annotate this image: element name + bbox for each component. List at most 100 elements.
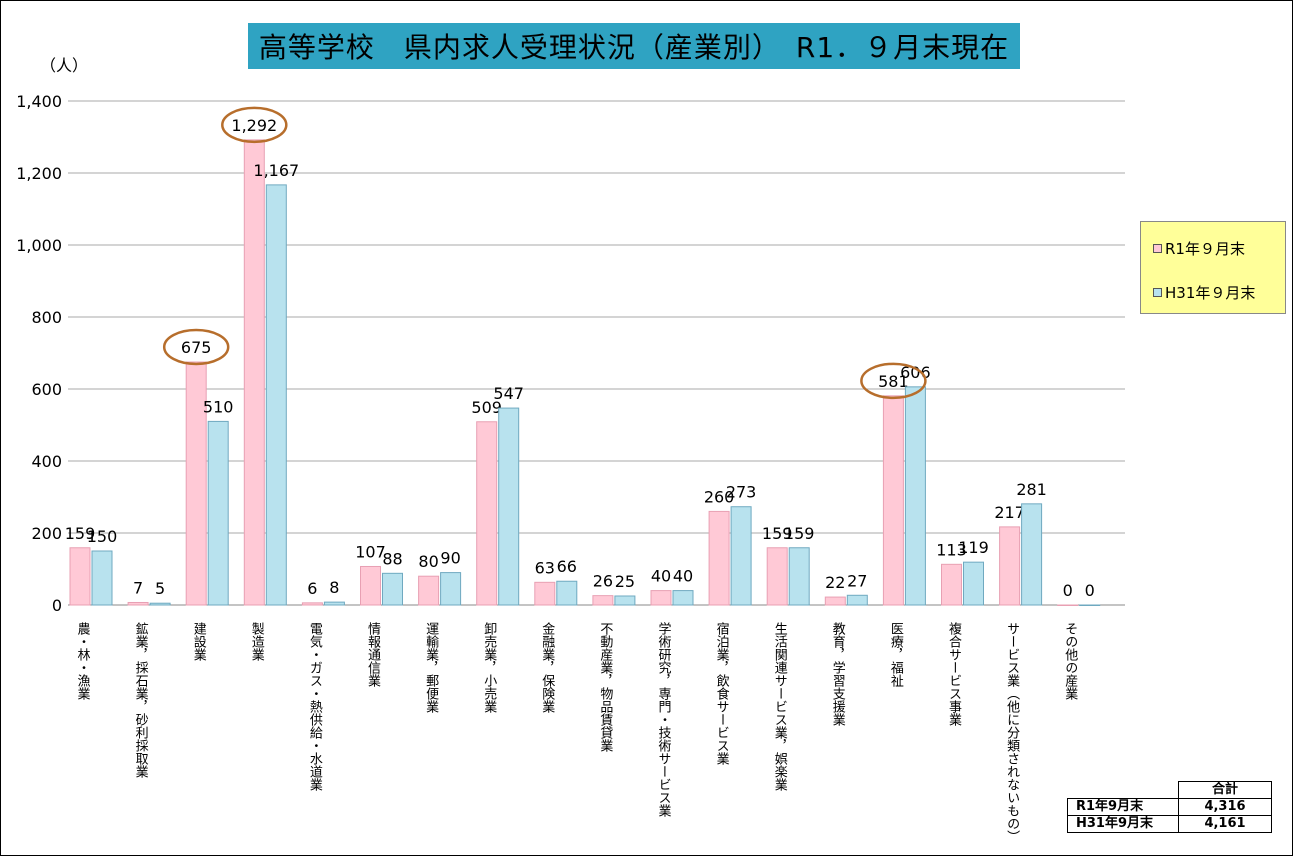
- y-tick-label: 1,200: [16, 164, 62, 183]
- legend: R1年９月末 H31年９月末: [1140, 221, 1286, 314]
- data-label-r1: 581: [878, 372, 909, 391]
- data-label-r1: 63: [535, 558, 555, 577]
- legend-item-h31: H31年９月末: [1153, 282, 1255, 303]
- category-label: 農・林・漁業: [75, 622, 91, 700]
- bar-r1: [360, 565, 381, 606]
- data-label-r1: 159: [65, 524, 96, 543]
- bar-h31: [91, 550, 113, 606]
- y-tick-label: 1,000: [16, 236, 62, 255]
- bar-r1: [69, 547, 91, 606]
- bar-h31: [207, 420, 229, 606]
- bar-r1: [127, 601, 149, 606]
- category-label: 金融業，保険業: [539, 621, 555, 713]
- data-label-r1: 260: [704, 487, 735, 506]
- bar-h31: [672, 590, 694, 606]
- category-label: 情報通信業: [365, 622, 381, 687]
- y-tick-label: 1,400: [16, 92, 62, 111]
- data-label-h31: 88: [382, 549, 402, 568]
- data-label-r1: 113: [936, 540, 967, 559]
- bar-r1: [941, 563, 962, 606]
- data-label-h31: 273: [726, 483, 757, 502]
- category-label: 卸売業，小売業: [481, 621, 497, 713]
- bar-h31: [1079, 604, 1101, 606]
- data-label-r1: 1,292: [231, 116, 277, 135]
- category-label: 生活関連サービス業，娯楽業: [772, 622, 788, 791]
- bar-r1: [243, 139, 265, 606]
- totals-corner-cell: [1067, 781, 1179, 799]
- category-label: 学術研究，専門・技術サービス業: [656, 621, 672, 817]
- bar-r1: [766, 547, 788, 606]
- data-label-r1: 0: [1063, 581, 1073, 600]
- data-label-h31: 40: [673, 567, 693, 586]
- bar-h31: [614, 595, 636, 606]
- category-label: 鉱業，採石業，砂利採取業: [133, 621, 149, 778]
- highlight-circle: [221, 106, 288, 144]
- bar-h31: [904, 386, 926, 606]
- category-label: 医療，福祉: [888, 622, 904, 688]
- data-label-r1: 7: [133, 578, 143, 597]
- data-label-r1: 22: [825, 573, 845, 592]
- data-label-r1: 217: [994, 503, 1025, 522]
- y-tick-label: 800: [31, 308, 62, 327]
- y-axis-unit-label: （人）: [40, 56, 89, 75]
- bar-r1: [824, 596, 846, 606]
- totals-header-row: 合計: [1067, 781, 1272, 799]
- bar-r1: [650, 590, 672, 606]
- data-label-h31: 0: [1085, 581, 1095, 600]
- bar-h31: [1021, 503, 1043, 606]
- data-label-h31: 119: [958, 538, 989, 557]
- category-label: その他の産業: [1062, 622, 1078, 700]
- bar-h31: [730, 506, 752, 606]
- data-label-h31: 281: [1016, 480, 1047, 499]
- category-label: 運輸業，郵便業: [423, 622, 439, 713]
- bar-h31: [440, 572, 462, 606]
- category-label: 不動産業，物品賃貸業: [597, 622, 613, 752]
- data-label-r1: 675: [181, 338, 212, 357]
- totals-header: 合計: [1178, 781, 1272, 799]
- totals-row-h31: H31年9月末 4,161: [1067, 815, 1272, 833]
- highlight-circle: [860, 362, 927, 400]
- bar-h31: [382, 572, 403, 606]
- bar-h31: [149, 602, 171, 606]
- y-tick-label: 200: [31, 524, 62, 543]
- bar-h31: [788, 547, 810, 606]
- bar-r1: [708, 510, 730, 606]
- bar-h31: [556, 580, 578, 606]
- bar-r1: [476, 421, 498, 606]
- legend-swatch-h31: [1153, 288, 1162, 297]
- totals-value-r1: 4,316: [1178, 798, 1272, 816]
- category-label: 宿泊業，飲食サービス業: [714, 621, 730, 765]
- totals-value-h31: 4,161: [1178, 815, 1272, 833]
- legend-label-h31: H31年９月末: [1165, 284, 1256, 302]
- data-label-h31: 1,167: [253, 161, 299, 180]
- bar-h31: [265, 184, 287, 606]
- category-label: 教育，学習支援業: [830, 621, 846, 726]
- bar-r1: [301, 602, 323, 606]
- data-label-r1: 6: [307, 579, 317, 598]
- highlight-circle: [162, 328, 230, 366]
- data-label-h31: 159: [784, 524, 815, 543]
- totals-table: 合計 R1年9月末 4,316 H31年9月末 4,161: [1067, 781, 1272, 833]
- legend-swatch-r1: [1153, 244, 1162, 253]
- data-label-h31: 150: [87, 527, 118, 546]
- data-label-h31: 5: [155, 579, 165, 598]
- data-label-h31: 606: [900, 363, 931, 382]
- bar-r1: [882, 395, 904, 606]
- category-label: 建設業: [191, 622, 207, 661]
- data-label-h31: 25: [615, 572, 635, 591]
- data-label-r1: 40: [651, 567, 671, 586]
- data-label-h31: 547: [493, 384, 524, 403]
- bar-r1: [418, 575, 440, 606]
- data-label-h31: 510: [203, 397, 234, 416]
- legend-label-r1: R1年９月末: [1165, 240, 1245, 258]
- bar-h31: [498, 407, 520, 606]
- category-label: 製造業: [249, 622, 265, 661]
- bar-r1: [1057, 604, 1079, 606]
- chart-title: 高等学校 県内求人受理状況（産業別） R1．９月末現在: [248, 23, 1020, 69]
- y-tick-label: 0: [52, 596, 62, 615]
- totals-label-r1: R1年9月末: [1067, 798, 1179, 816]
- legend-item-r1: R1年９月末: [1153, 238, 1245, 259]
- bar-r1: [185, 361, 207, 606]
- totals-row-r1: R1年9月末 4,316: [1067, 798, 1272, 816]
- data-label-h31: 8: [329, 578, 339, 597]
